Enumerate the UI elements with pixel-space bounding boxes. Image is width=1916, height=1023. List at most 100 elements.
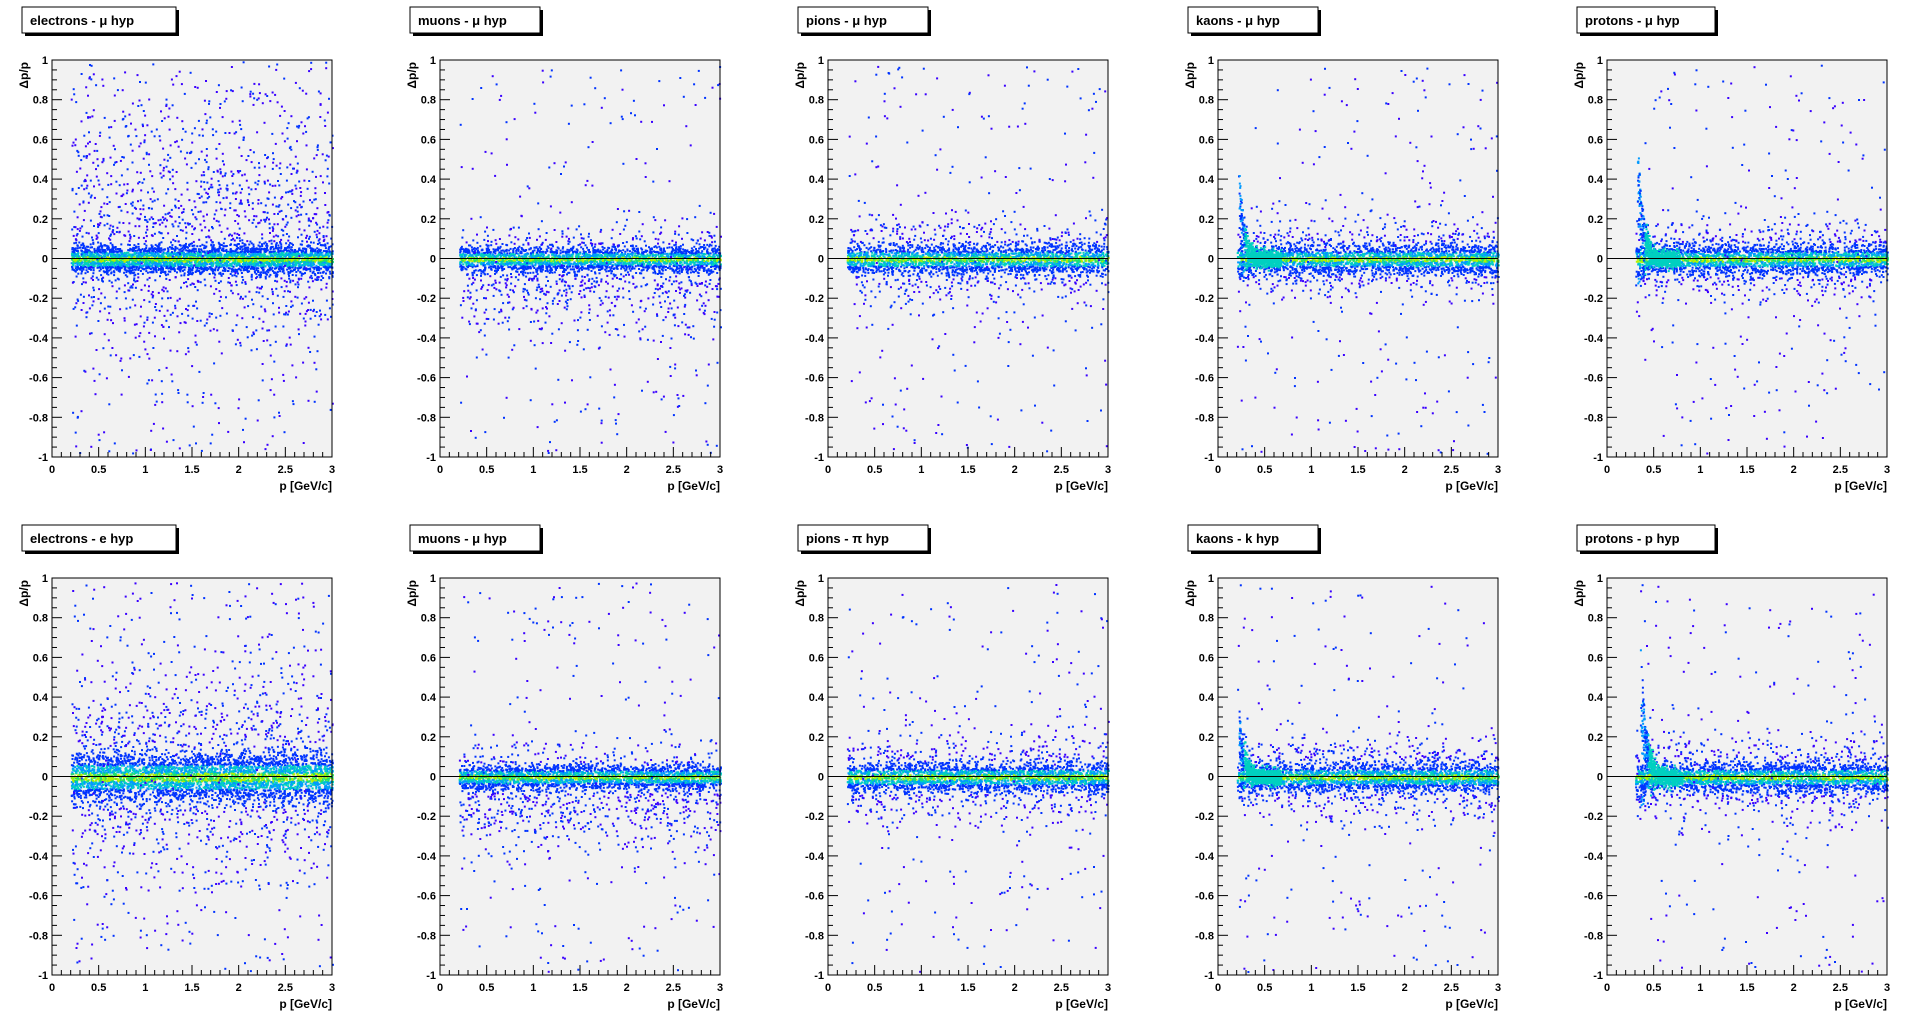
- data-point: [248, 219, 251, 222]
- data-point: [134, 336, 137, 339]
- data-point: [153, 135, 156, 138]
- data-point: [133, 206, 136, 209]
- data-point: [328, 213, 331, 216]
- data-point: [169, 156, 172, 159]
- data-point: [269, 344, 272, 347]
- data-point: [120, 174, 123, 177]
- data-point: [203, 244, 206, 247]
- data-point: [203, 99, 206, 102]
- data-point: [139, 251, 142, 254]
- data-point: [219, 280, 222, 283]
- data-point: [131, 254, 134, 257]
- data-point: [291, 270, 294, 273]
- data-point: [236, 232, 239, 235]
- data-point: [89, 332, 91, 335]
- data-point: [162, 147, 165, 150]
- data-point: [244, 215, 247, 218]
- data-point: [98, 269, 101, 272]
- data-point: [138, 253, 141, 255]
- data-point: [127, 230, 130, 233]
- data-point: [239, 239, 242, 242]
- data-point: [181, 249, 184, 252]
- data-point: [91, 115, 94, 118]
- data-point: [169, 144, 172, 147]
- data-point: [203, 188, 206, 191]
- data-point: [76, 298, 79, 301]
- data-point: [98, 249, 101, 252]
- data-point: [256, 183, 259, 186]
- data-point: [191, 267, 194, 269]
- data-point: [147, 191, 149, 194]
- data-point: [295, 187, 298, 190]
- data-point: [330, 315, 332, 318]
- data-point: [250, 262, 252, 265]
- data-point: [244, 259, 247, 262]
- data-point: [219, 265, 222, 268]
- data-point: [148, 218, 151, 221]
- data-point: [289, 255, 291, 258]
- data-point: [148, 285, 150, 288]
- data-point: [306, 187, 309, 190]
- data-point: [126, 211, 129, 214]
- data-point: [96, 248, 99, 251]
- data-point: [101, 277, 103, 280]
- data-point: [218, 224, 221, 227]
- data-point: [123, 271, 126, 274]
- data-point: [276, 280, 279, 283]
- data-point: [152, 347, 155, 349]
- data-point: [285, 215, 288, 218]
- data-point: [100, 274, 103, 277]
- data-point: [150, 265, 153, 268]
- data-point: [236, 251, 239, 254]
- data-point: [265, 218, 268, 221]
- data-point: [299, 243, 302, 246]
- data-point: [231, 329, 234, 332]
- data-point: [274, 325, 277, 328]
- data-point: [191, 282, 194, 285]
- data-point: [180, 274, 183, 277]
- data-point: [230, 270, 233, 273]
- data-point: [198, 158, 200, 161]
- data-point: [277, 260, 280, 263]
- data-point: [140, 262, 143, 265]
- data-point: [230, 289, 233, 292]
- data-point: [314, 248, 317, 251]
- data-point: [311, 247, 314, 250]
- data-point: [185, 242, 187, 245]
- data-point: [96, 149, 99, 152]
- data-point: [150, 293, 153, 296]
- data-point: [200, 229, 203, 232]
- data-point: [71, 281, 74, 284]
- data-point: [225, 261, 228, 264]
- data-point: [278, 415, 281, 417]
- data-point: [282, 253, 285, 256]
- data-point: [240, 86, 243, 89]
- data-point: [210, 243, 213, 246]
- data-point: [74, 144, 77, 147]
- data-point: [179, 248, 182, 251]
- data-point: [77, 272, 80, 275]
- data-point: [237, 268, 240, 271]
- data-point: [291, 192, 294, 195]
- data-point: [88, 260, 91, 263]
- data-point: [297, 126, 300, 129]
- data-point: [70, 98, 73, 101]
- data-point: [183, 321, 186, 324]
- data-point: [272, 252, 275, 255]
- data-point: [286, 313, 289, 316]
- data-point: [167, 188, 170, 191]
- data-point: [160, 305, 163, 308]
- data-point: [226, 184, 229, 187]
- data-point: [166, 159, 169, 162]
- data-point: [248, 253, 251, 256]
- data-point: [100, 265, 103, 268]
- data-point: [102, 249, 105, 252]
- data-point: [180, 204, 183, 207]
- data-point: [219, 172, 222, 175]
- data-point: [146, 228, 149, 231]
- data-point: [191, 365, 194, 368]
- data-point: [258, 166, 261, 169]
- data-point: [314, 314, 317, 317]
- data-point: [189, 151, 192, 154]
- data-point: [276, 294, 279, 297]
